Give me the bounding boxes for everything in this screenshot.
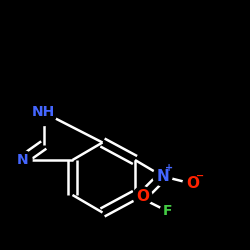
Circle shape — [183, 174, 202, 193]
Text: NH: NH — [32, 106, 56, 120]
Text: −: − — [196, 171, 204, 181]
Circle shape — [133, 187, 152, 206]
Circle shape — [13, 150, 32, 170]
Text: +: + — [166, 163, 173, 173]
Text: O: O — [136, 189, 149, 204]
Circle shape — [31, 100, 57, 126]
Circle shape — [160, 204, 175, 219]
Text: F: F — [163, 204, 172, 218]
Text: N: N — [156, 169, 169, 184]
Circle shape — [153, 167, 172, 186]
Text: N: N — [17, 153, 28, 167]
Text: O: O — [186, 176, 199, 191]
